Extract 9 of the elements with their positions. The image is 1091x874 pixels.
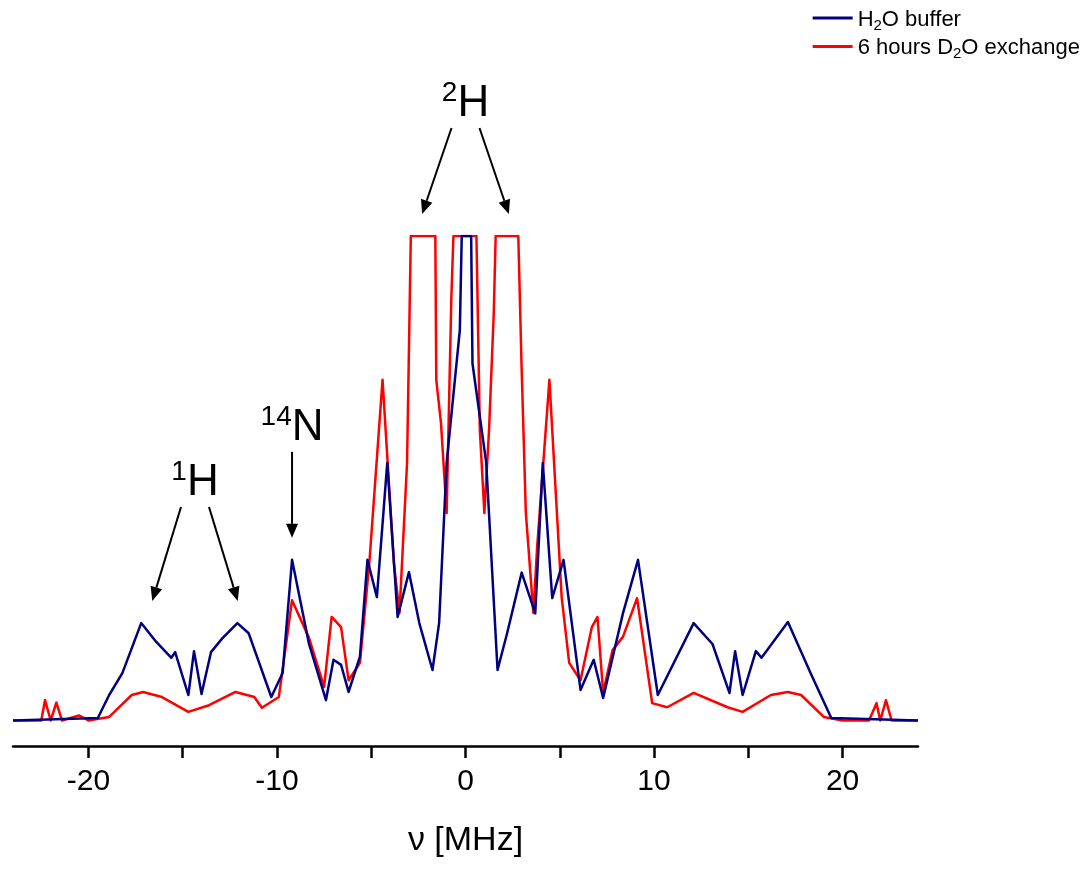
x-tick-label: 0 [457, 762, 474, 796]
x-tick-label: 10 [637, 762, 671, 796]
x-tick-label: 20 [825, 762, 860, 796]
x-axis-title: ν [MHz] [407, 819, 524, 857]
x-tick-label: -10 [255, 762, 299, 796]
annotation: $^{2}$H [441, 75, 490, 125]
annotation: $^{1}$H [171, 454, 219, 504]
annotation: $^{14}$N [260, 399, 324, 449]
x-tick-label: -20 [66, 762, 111, 796]
